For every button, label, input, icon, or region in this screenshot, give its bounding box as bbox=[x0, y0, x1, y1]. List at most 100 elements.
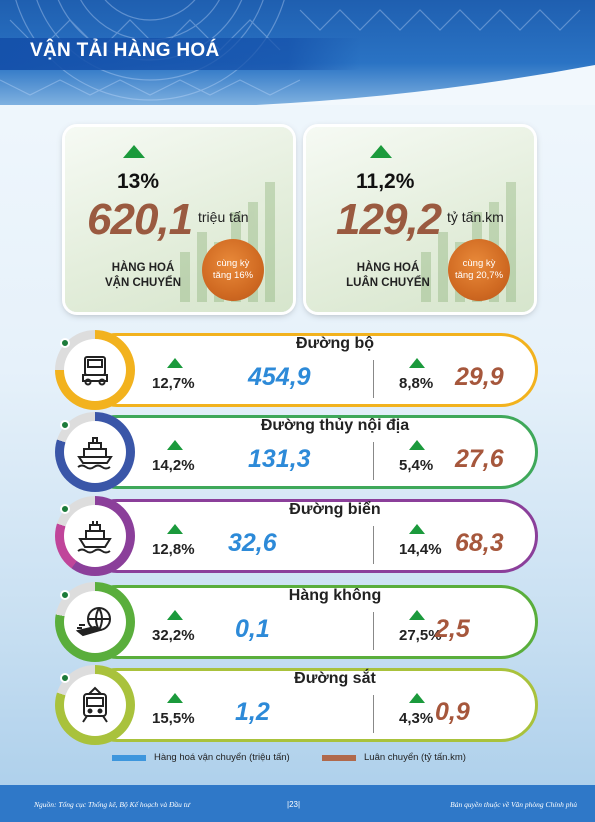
row-transported-value: 32,6 bbox=[228, 529, 277, 557]
up-arrow-icon bbox=[167, 358, 183, 368]
row-dot bbox=[60, 420, 70, 430]
legend-label: Hàng hoá vận chuyển (triệu tấn) bbox=[154, 752, 290, 763]
row-title: Đường thủy nội địa bbox=[260, 417, 410, 434]
row-transported-value: 131,3 bbox=[248, 445, 311, 473]
row-pill bbox=[80, 585, 538, 659]
row-circulated-value: 68,3 bbox=[455, 529, 504, 557]
footer-copyright: Bản quyền thuộc về Văn phòng Chính phủ bbox=[450, 800, 577, 809]
row-rail: Đường sắt 15,5% 1,2 4,3% 0,9 bbox=[55, 665, 540, 745]
row-circulated-value: 2,5 bbox=[435, 615, 470, 643]
up-arrow-icon bbox=[409, 440, 425, 450]
up-arrow-icon bbox=[167, 693, 183, 703]
up-arrow-icon bbox=[370, 145, 392, 158]
row-transported-pct: 14,2% bbox=[152, 457, 195, 474]
row-circulated-value: 27,6 bbox=[455, 445, 504, 473]
row-dot bbox=[60, 504, 70, 514]
row-transported-value: 1,2 bbox=[235, 698, 270, 726]
row-inland-waterway: Đường thủy nội địa 14,2% 131,3 5,4% 27,6 bbox=[55, 412, 540, 492]
train-icon bbox=[64, 674, 126, 736]
row-divider bbox=[373, 442, 374, 480]
up-arrow-icon bbox=[167, 610, 183, 620]
summary-value: 620,1 bbox=[87, 195, 193, 244]
summary-growth-pct: 11,2% bbox=[356, 170, 415, 193]
title-band bbox=[0, 38, 360, 70]
row-sea: Đường biển 12,8% 32,6 14,4% 68,3 bbox=[55, 496, 540, 576]
legend-swatch-brown bbox=[322, 754, 356, 761]
row-title: Hàng không bbox=[288, 587, 382, 604]
legend-transported: Hàng hoá vận chuyển (triệu tấn) bbox=[112, 752, 290, 763]
row-circulated-value: 0,9 bbox=[435, 698, 470, 726]
row-transported-value: 0,1 bbox=[235, 615, 270, 643]
ship-icon bbox=[64, 505, 126, 567]
row-ring bbox=[55, 412, 135, 492]
plane-globe-icon bbox=[64, 591, 126, 653]
summary-card-transported: 13% 620,1 triệu tấn HÀNG HOÁ VẬN CHUYỂN … bbox=[65, 127, 293, 312]
row-transported-value: 454,9 bbox=[248, 363, 311, 391]
footer-source: Nguồn: Tổng cục Thống kê, Bộ Kế hoạch và… bbox=[34, 800, 190, 809]
row-title: Đường biển bbox=[289, 501, 381, 518]
summary-badge: cùng kỳ tăng 16% bbox=[202, 239, 264, 301]
summary-label-line1: HÀNG HOÁ bbox=[111, 262, 175, 274]
summary-label-line1: HÀNG HOÁ bbox=[356, 262, 420, 274]
row-divider bbox=[373, 526, 374, 564]
page-title: VẬN TẢI HÀNG HOÁ bbox=[30, 40, 220, 61]
summary-label: HÀNG HOÁ LUÂN CHUYỂN bbox=[338, 261, 438, 291]
row-transported-pct: 32,2% bbox=[152, 627, 195, 644]
row-transported-pct: 15,5% bbox=[152, 710, 195, 727]
row-circulated-pct: 5,4% bbox=[399, 457, 434, 474]
legend-circulated: Luân chuyển (tỷ tấn.km) bbox=[322, 752, 466, 763]
badge-line1: cùng kỳ bbox=[462, 258, 496, 269]
row-dot bbox=[60, 673, 70, 683]
summary-unit: tỷ tấn.km bbox=[447, 209, 504, 225]
up-arrow-icon bbox=[409, 693, 425, 703]
legend-swatch-blue bbox=[112, 754, 146, 761]
row-circulated-pct: 4,3% bbox=[399, 710, 434, 727]
header: VẬN TẢI HÀNG HOÁ bbox=[0, 0, 595, 105]
page-number: |23| bbox=[287, 800, 301, 809]
header-curve bbox=[0, 65, 595, 105]
row-dot bbox=[60, 338, 70, 348]
row-circulated-pct: 27,5% bbox=[399, 627, 442, 644]
row-divider bbox=[373, 695, 374, 733]
summary-card-circulated: 11,2% 129,2 tỷ tấn.km HÀNG HOÁ LUÂN CHUY… bbox=[306, 127, 534, 312]
summary-unit: triệu tấn bbox=[198, 209, 249, 225]
legend-label: Luân chuyển (tỷ tấn.km) bbox=[364, 752, 466, 763]
summary-growth-pct: 13% bbox=[117, 170, 160, 193]
up-arrow-icon bbox=[409, 358, 425, 368]
footer: Nguồn: Tổng cục Thống kê, Bộ Kế hoạch và… bbox=[0, 785, 595, 822]
row-circulated-value: 29,9 bbox=[455, 363, 504, 391]
row-pill bbox=[80, 499, 538, 573]
row-transported-pct: 12,8% bbox=[152, 541, 195, 558]
summary-value: 129,2 bbox=[336, 195, 442, 244]
row-circulated-pct: 14,4% bbox=[399, 541, 442, 558]
row-pill bbox=[80, 668, 538, 742]
summary-label-line2: VẬN CHUYỂN bbox=[104, 277, 182, 289]
truck-icon bbox=[64, 339, 126, 401]
up-arrow-icon bbox=[167, 524, 183, 534]
row-pill bbox=[80, 333, 538, 407]
row-road: Đường bộ 12,7% 454,9 8,8% 29,9 bbox=[55, 330, 540, 410]
row-dot bbox=[60, 590, 70, 600]
row-air: Hàng không 32,2% 0,1 27,5% 2,5 bbox=[55, 582, 540, 662]
row-ring bbox=[55, 665, 135, 745]
row-circulated-pct: 8,8% bbox=[399, 375, 434, 392]
row-divider bbox=[373, 360, 374, 398]
badge-line2: tăng 16% bbox=[212, 270, 254, 281]
summary-badge: cùng kỳ tăng 20,7% bbox=[448, 239, 510, 301]
row-transported-pct: 12,7% bbox=[152, 375, 195, 392]
ferry-icon bbox=[64, 421, 126, 483]
up-arrow-icon bbox=[167, 440, 183, 450]
row-title: Đường sắt bbox=[294, 670, 376, 687]
row-pill bbox=[80, 415, 538, 489]
summary-label-line2: LUÂN CHUYỂN bbox=[346, 277, 430, 289]
badge-line2: tăng 20,7% bbox=[454, 270, 504, 281]
up-arrow-icon bbox=[409, 524, 425, 534]
row-title: Đường bộ bbox=[295, 335, 375, 352]
up-arrow-icon bbox=[123, 145, 145, 158]
row-ring bbox=[55, 330, 135, 410]
row-divider bbox=[373, 612, 374, 650]
badge-line1: cùng kỳ bbox=[216, 258, 250, 269]
up-arrow-icon bbox=[409, 610, 425, 620]
summary-label: HÀNG HOÁ VẬN CHUYỂN bbox=[93, 261, 193, 291]
